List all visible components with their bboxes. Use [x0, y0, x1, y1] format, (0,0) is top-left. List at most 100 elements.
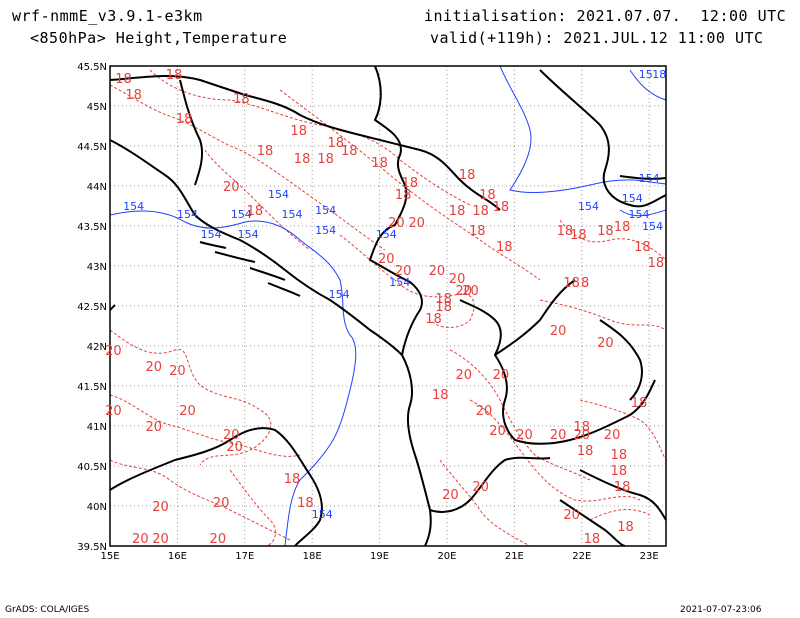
temperature-label: 18	[459, 168, 476, 183]
temperature-label: 20	[489, 424, 506, 439]
temperature-label: 18	[614, 480, 631, 495]
temperature-label: 18	[233, 92, 250, 107]
height-label: 154	[201, 228, 222, 241]
height-label: 154	[177, 208, 198, 221]
temperature-label: 20	[226, 440, 243, 455]
temperature-label: 18	[176, 112, 193, 127]
temperature-label: 20	[210, 532, 227, 547]
temperature-label: 18	[297, 496, 314, 511]
temperature-label: 20	[429, 264, 446, 279]
temp-contour	[339, 234, 475, 328]
temp-contour	[110, 84, 386, 251]
height-contour	[629, 69, 666, 101]
temperature-label: 20	[408, 216, 425, 231]
temp-contour	[449, 349, 591, 481]
island	[249, 267, 286, 281]
temperature-label: 20	[105, 404, 122, 419]
temperature-label: 18	[290, 124, 307, 139]
lon-tick-label: 16E	[168, 551, 187, 562]
border-serbia-east	[539, 69, 666, 208]
border-montenegro-albania	[401, 354, 432, 546]
temperature-label: 18	[631, 396, 648, 411]
lon-tick-label: 21E	[505, 551, 524, 562]
temperature-label: 20	[472, 480, 489, 495]
valid-time: valid(+119h): 2021.JUL.12 11:00 UTC	[430, 29, 764, 47]
height-label: 154	[622, 192, 643, 205]
temperature-label: 18	[479, 188, 496, 203]
temperature-label: 18	[247, 204, 264, 219]
temperature-label: 18	[573, 420, 590, 435]
lat-tick-label: 44.5N	[77, 142, 107, 153]
height-label: 154	[329, 288, 350, 301]
temperature-label: 20	[169, 364, 186, 379]
temp-contour	[110, 459, 291, 541]
temperature-label: 20	[597, 336, 614, 351]
border-greece-north	[429, 456, 551, 513]
map-frame	[109, 65, 667, 547]
height-label: 154	[123, 200, 144, 213]
temperature-label: 18	[115, 72, 132, 87]
height-label: 154	[238, 228, 259, 241]
height-contour	[110, 210, 357, 546]
height-label: 154	[642, 220, 663, 233]
height-label: 154	[315, 204, 336, 217]
temperature-label: 20	[456, 368, 473, 383]
temperature-label: 18	[402, 176, 419, 191]
temperature-label: 20	[493, 368, 510, 383]
temperature-label: 20	[516, 428, 533, 443]
temp-contour	[149, 69, 471, 206]
coastline-italy-upper	[110, 304, 116, 311]
temperature-label: 18	[435, 292, 452, 307]
lat-tick-label: 45.5N	[77, 62, 107, 73]
coastlines-borders	[110, 66, 666, 546]
temperature-label: 20	[378, 252, 395, 267]
lat-ticks: 45.5N 45N 44.5N 44N 43.5N 43N 42.5N 42N 41.5N 41N…	[77, 62, 107, 553]
grads-credit: GrADS: COLA/IGES	[5, 605, 90, 615]
lat-tick-label: 42.5N	[77, 302, 107, 313]
temperature-label: 18	[432, 388, 449, 403]
height-label: 154	[281, 208, 302, 221]
temperature-label: 18	[584, 532, 601, 547]
temperature-label: 20	[152, 532, 169, 547]
temperature-label: 18	[371, 156, 388, 171]
temperature-label: 20	[476, 404, 493, 419]
temperature-label: 18	[469, 224, 486, 239]
lon-tick-label: 20E	[437, 551, 456, 562]
temperature-label: 18	[597, 224, 614, 239]
temperature-label: 18	[317, 152, 334, 167]
temperature-label: 20	[388, 216, 405, 231]
lat-tick-label: 41.5N	[77, 382, 107, 393]
island	[267, 282, 301, 297]
temperature-label: 18	[563, 276, 580, 291]
render-timestamp: 2021-07-07-23:06	[680, 605, 762, 615]
temperature-label: 18	[634, 240, 651, 255]
lat-tick-label: 39.5N	[77, 542, 107, 553]
height-label: 15	[639, 68, 653, 81]
temp-contour	[279, 89, 541, 281]
temperature-label: 18	[611, 464, 628, 479]
temperature-label: 20	[132, 532, 149, 547]
temp-contour	[589, 509, 651, 521]
temperature-label: 20	[449, 272, 466, 287]
temperature-label: 18	[577, 444, 594, 459]
temperature-label: 18	[496, 240, 513, 255]
height-label: 154	[639, 172, 660, 185]
lat-tick-label: 40N	[87, 502, 107, 513]
height-label: 154	[231, 208, 252, 221]
temperature-label: 8	[581, 276, 589, 291]
temperature-label: 18	[425, 312, 442, 327]
temperature-label: 18	[327, 136, 344, 151]
temperature-label: 18	[614, 220, 631, 235]
temperature-label: 20	[223, 428, 240, 443]
temperature-label: 18	[341, 144, 358, 159]
height-label: 154	[312, 508, 333, 521]
danube	[619, 175, 666, 180]
graticule	[110, 66, 666, 546]
init-time: initialisation: 2021.07.07. 12:00 UTC	[424, 7, 787, 25]
temperature-label: 20	[550, 428, 567, 443]
height-label: 154	[268, 188, 289, 201]
temperature-label: 18	[449, 204, 466, 219]
temperature-label: 20	[456, 284, 473, 299]
